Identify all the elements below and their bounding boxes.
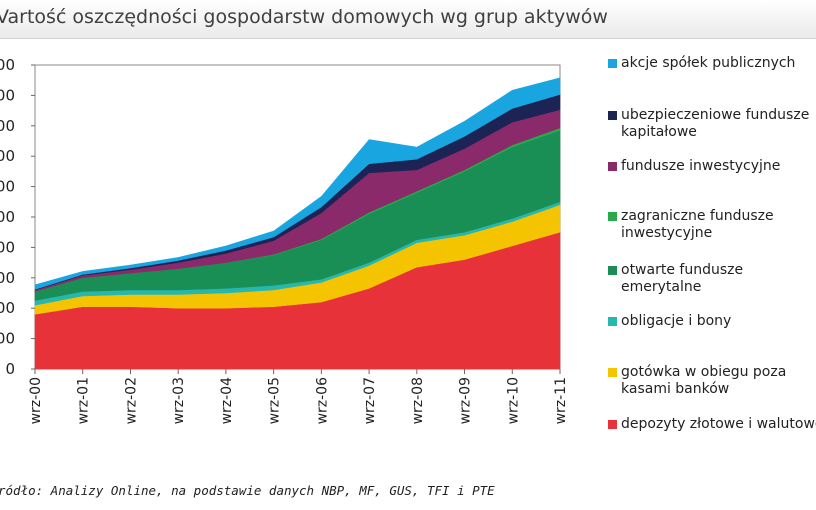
x-tick-label: wrz-01: [76, 377, 92, 424]
y-tick-label: 00: [0, 208, 15, 226]
y-tick-label: 00: [0, 86, 15, 104]
y-tick-label: 00: [0, 117, 15, 135]
legend-label: zagraniczne fundusze inwestycyjne: [621, 208, 774, 241]
area-series-7: [34, 77, 561, 290]
y-tick-label: 00: [0, 147, 15, 165]
legend-swatch: [608, 266, 617, 275]
x-tick-label: wrz-04: [219, 377, 235, 425]
y-tick-label: 00: [0, 330, 15, 348]
x-tick-label: wrz-08: [410, 377, 426, 424]
y-tick-label: 00: [0, 56, 15, 74]
legend-label: gotówka w obiegu poza kasami banków: [621, 364, 787, 397]
legend-swatch: [608, 368, 617, 377]
legend-swatch: [608, 420, 617, 429]
legend-swatch: [608, 111, 617, 120]
x-tick-label: wrz-07: [362, 377, 378, 424]
x-tick-label: wrz-11: [553, 377, 569, 424]
x-tick-label: wrz-02: [123, 377, 139, 424]
legend-label: akcje spółek publicznych: [621, 55, 796, 71]
y-tick-label: 00: [0, 299, 15, 317]
legend-swatch: [608, 59, 617, 68]
chart-legend: akcje spółek publicznych ubezpieczeniowe …: [608, 55, 816, 455]
x-tick-label: wrz-00: [28, 377, 44, 424]
title-bar: Vartość oszczędności gospodarstw domowyc…: [0, 0, 816, 39]
legend-swatch: [608, 212, 617, 221]
x-tick-label: wrz-06: [314, 377, 330, 425]
y-tick-label: 00: [0, 178, 15, 196]
x-tick-label: wrz-05: [267, 377, 283, 424]
y-tick-label: 00: [0, 269, 15, 287]
legend-label: obligacje i bony: [621, 313, 732, 329]
legend-label: ubezpieczeniowe fundusze kapitałowe: [621, 107, 810, 140]
y-tick-label: 0: [5, 360, 15, 378]
chart-title: Vartość oszczędności gospodarstw domowyc…: [0, 6, 608, 28]
legend-label: fundusze inwestycyjne: [621, 158, 781, 174]
y-tick-label: 00: [0, 238, 15, 256]
x-tick-label: wrz-09: [458, 377, 474, 424]
x-tick-label: wrz-03: [171, 377, 187, 424]
area-layers: [34, 64, 561, 370]
x-tick-label: wrz-10: [505, 377, 521, 424]
source-note: ródło: Analizy Online, na podstawie dany…: [0, 483, 495, 498]
legend-swatch: [608, 317, 617, 326]
legend-label: depozyty złotowe i walutowe: [621, 416, 816, 432]
legend-swatch: [608, 162, 617, 171]
legend-label: otwarte fundusze emerytalne: [621, 262, 744, 295]
